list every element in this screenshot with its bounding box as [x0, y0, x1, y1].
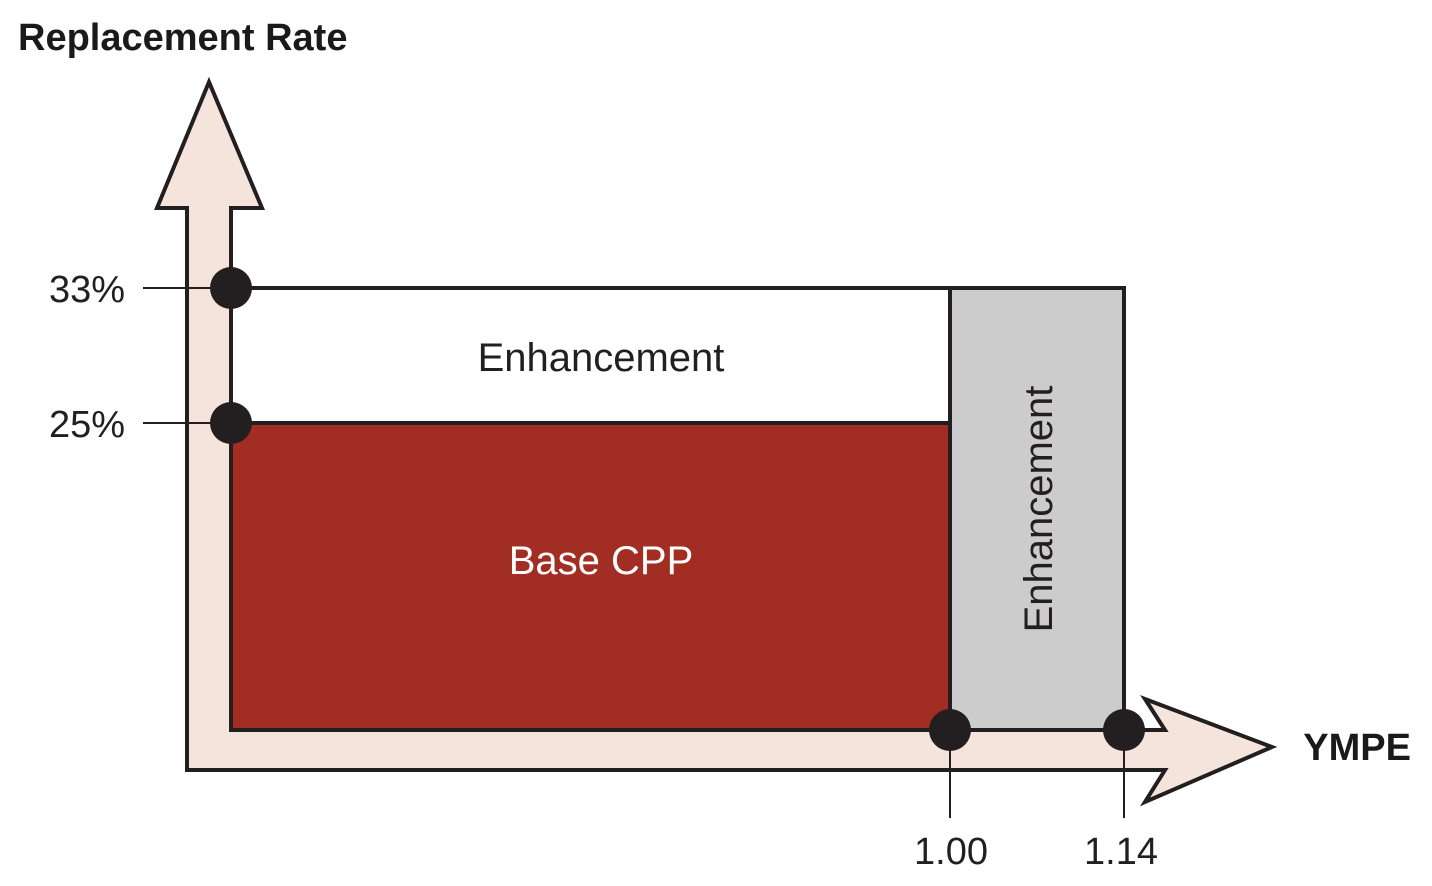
x-axis-title: YMPE: [1303, 727, 1411, 769]
base-cpp-label: Base CPP: [509, 539, 694, 583]
enhancement-side-label: Enhancement: [1017, 386, 1061, 633]
y-tick-label-25: 25%: [49, 404, 125, 446]
y-tick-label-33: 33%: [49, 269, 125, 311]
x-tick-label-1-14: 1.14: [1084, 831, 1158, 873]
marker-ympe-1-14: [1103, 709, 1145, 751]
marker-33-percent: [210, 267, 252, 309]
x-tick-label-1-00: 1.00: [914, 831, 988, 873]
marker-25-percent: [210, 402, 252, 444]
enhancement-side-region: [948, 286, 1126, 732]
base-cpp-region: [229, 421, 952, 732]
y-axis-title: Replacement Rate: [18, 17, 347, 59]
enhancement-top-label: Enhancement: [478, 336, 725, 380]
marker-ympe-1-00: [929, 709, 971, 751]
